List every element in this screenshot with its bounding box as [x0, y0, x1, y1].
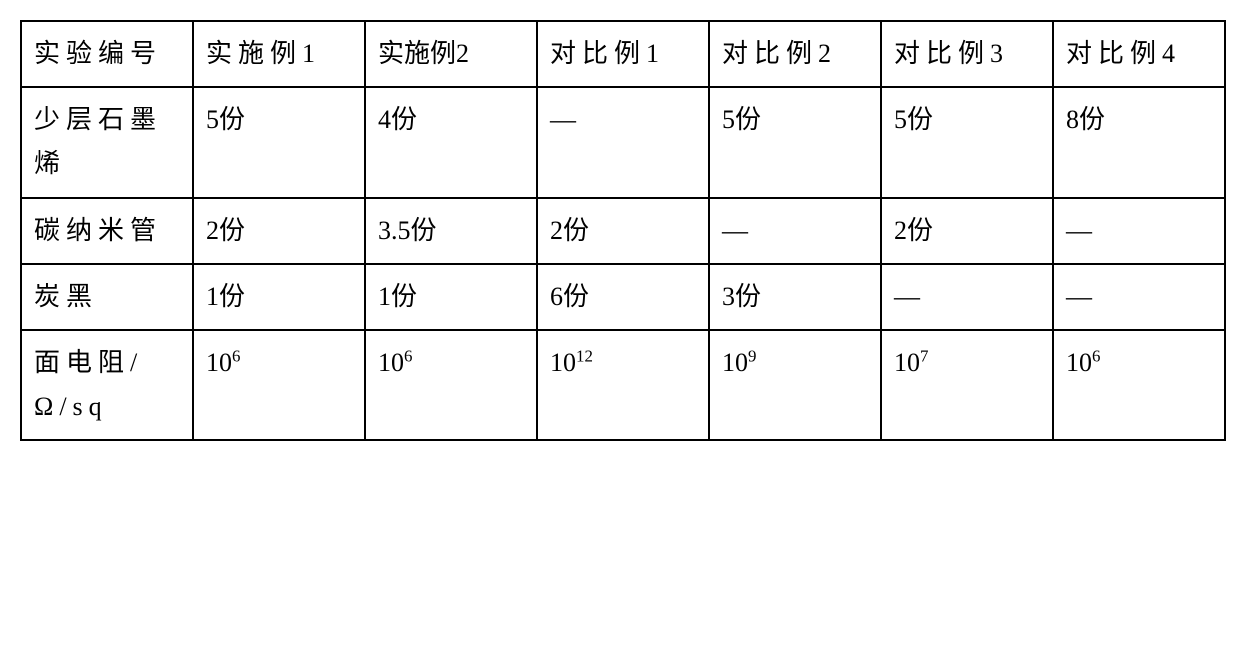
row-label: 少层石墨烯 [21, 87, 193, 197]
data-cell: 109 [709, 330, 881, 440]
data-cell: 1012 [537, 330, 709, 440]
data-cell: 1份 [365, 264, 537, 330]
data-cell: 3.5份 [365, 198, 537, 264]
data-cell: 1份 [193, 264, 365, 330]
row-label: 碳纳米管 [21, 198, 193, 264]
data-cell: — [881, 264, 1053, 330]
header-cell: 实验编号 [21, 21, 193, 87]
header-cell: 对比例2 [709, 21, 881, 87]
data-cell: 107 [881, 330, 1053, 440]
data-cell: 106 [1053, 330, 1225, 440]
data-cell: — [709, 198, 881, 264]
table-row: 炭黑 1份 1份 6份 3份 — — [21, 264, 1225, 330]
data-cell: 6份 [537, 264, 709, 330]
header-cell: 实施例2 [365, 21, 537, 87]
table-row: 碳纳米管 2份 3.5份 2份 — 2份 — [21, 198, 1225, 264]
data-cell: 8份 [1053, 87, 1225, 197]
row-label: 面电阻/Ω/sq [21, 330, 193, 440]
header-cell: 对比例3 [881, 21, 1053, 87]
data-cell: 3份 [709, 264, 881, 330]
data-cell: 2份 [193, 198, 365, 264]
data-cell: 106 [365, 330, 537, 440]
data-table: 实验编号 实施例1 实施例2 对比例1 对比例2 对比例3 对比例4 少层石墨烯… [20, 20, 1226, 441]
data-cell: 4份 [365, 87, 537, 197]
row-label: 炭黑 [21, 264, 193, 330]
data-cell: — [537, 87, 709, 197]
data-cell: 5份 [709, 87, 881, 197]
table-row: 少层石墨烯 5份 4份 — 5份 5份 8份 [21, 87, 1225, 197]
header-cell: 实施例1 [193, 21, 365, 87]
data-cell: — [1053, 264, 1225, 330]
data-cell: 2份 [537, 198, 709, 264]
header-cell: 对比例4 [1053, 21, 1225, 87]
table-header-row: 实验编号 实施例1 实施例2 对比例1 对比例2 对比例3 对比例4 [21, 21, 1225, 87]
data-cell: — [1053, 198, 1225, 264]
data-cell: 5份 [193, 87, 365, 197]
header-cell: 对比例1 [537, 21, 709, 87]
data-cell: 5份 [881, 87, 1053, 197]
table-row: 面电阻/Ω/sq 106 106 1012 109 107 106 [21, 330, 1225, 440]
data-cell: 2份 [881, 198, 1053, 264]
data-cell: 106 [193, 330, 365, 440]
